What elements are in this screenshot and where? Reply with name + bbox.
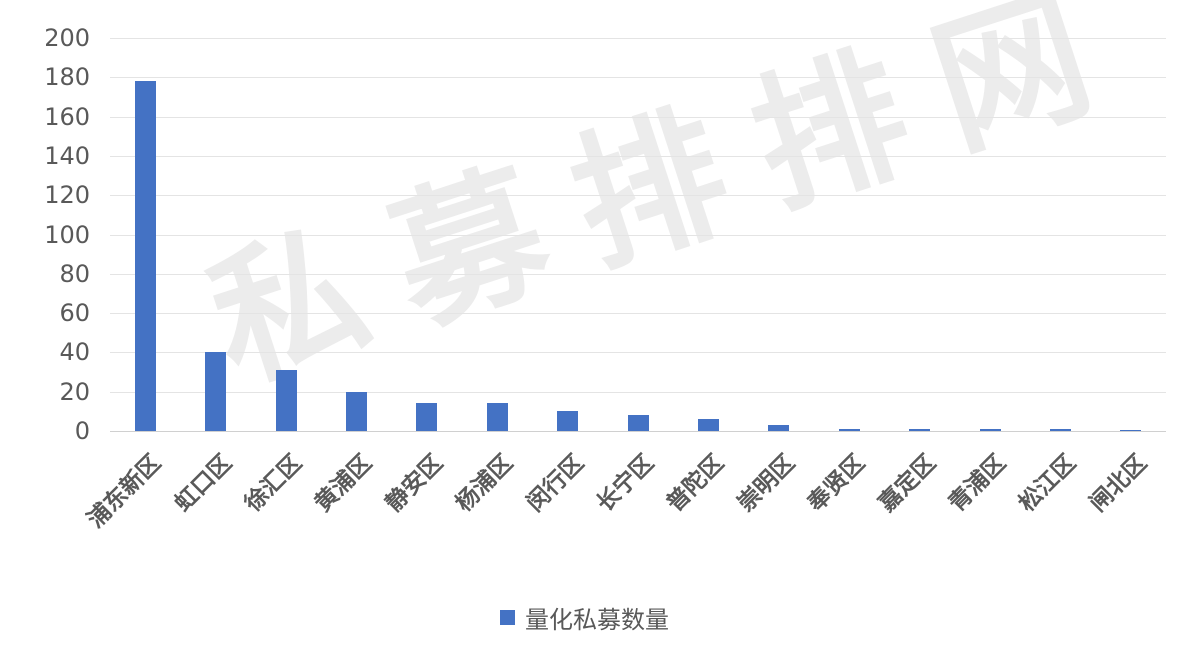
legend: 量化私募数量 — [500, 600, 669, 635]
bar — [698, 419, 719, 431]
x-tick-label: 徐汇区 — [240, 449, 308, 517]
bar — [346, 392, 367, 431]
bar — [839, 429, 860, 431]
y-tick-label: 60 — [59, 299, 90, 327]
x-tick-label: 崇明区 — [733, 449, 801, 517]
x-tick-label: 嘉定区 — [874, 449, 942, 517]
legend-label: 量化私募数量 — [525, 606, 669, 634]
gridline — [110, 392, 1166, 393]
x-tick-label: 浦东新区 — [82, 449, 167, 534]
bar — [980, 429, 1001, 431]
gridline — [110, 156, 1166, 157]
x-tick-label: 虹口区 — [170, 449, 238, 517]
x-tick-label: 杨浦区 — [451, 449, 519, 517]
gridline — [110, 195, 1166, 196]
bar — [487, 403, 508, 431]
x-tick-label: 闵行区 — [522, 449, 590, 517]
gridline — [110, 274, 1166, 275]
y-tick-label: 200 — [44, 24, 90, 52]
x-tick-label: 青浦区 — [944, 449, 1012, 517]
y-tick-label: 180 — [44, 63, 90, 91]
bar — [768, 425, 789, 431]
y-tick-label: 120 — [44, 181, 90, 209]
legend-swatch-icon — [500, 610, 515, 625]
y-tick-label: 160 — [44, 103, 90, 131]
y-tick-label: 0 — [74, 417, 90, 445]
bar — [1050, 429, 1071, 431]
bar — [557, 411, 578, 431]
gridline — [110, 235, 1166, 236]
x-tick-label: 静安区 — [381, 449, 449, 517]
gridline — [110, 117, 1166, 118]
x-tick-label: 普陀区 — [662, 449, 730, 517]
x-tick-label: 长宁区 — [592, 449, 660, 517]
gridline — [110, 77, 1166, 78]
x-tick-label: 闸北区 — [1085, 449, 1153, 517]
bar — [1120, 430, 1141, 431]
gridline — [110, 313, 1166, 314]
gridline — [110, 352, 1166, 353]
bar — [909, 429, 930, 431]
x-axis-line — [110, 431, 1166, 432]
bar — [276, 370, 297, 431]
bar — [205, 352, 226, 431]
bar — [416, 403, 437, 431]
bar — [628, 415, 649, 431]
y-tick-label: 100 — [44, 221, 90, 249]
y-tick-label: 140 — [44, 142, 90, 170]
watermark: 私募排排网 — [190, 0, 1149, 414]
gridline — [110, 38, 1166, 39]
x-tick-label: 黄浦区 — [310, 449, 378, 517]
x-tick-label: 奉贤区 — [803, 449, 871, 517]
bar — [135, 81, 156, 431]
y-tick-label: 20 — [59, 378, 90, 406]
y-tick-label: 40 — [59, 338, 90, 366]
y-tick-label: 80 — [59, 260, 90, 288]
x-tick-label: 松江区 — [1014, 449, 1082, 517]
